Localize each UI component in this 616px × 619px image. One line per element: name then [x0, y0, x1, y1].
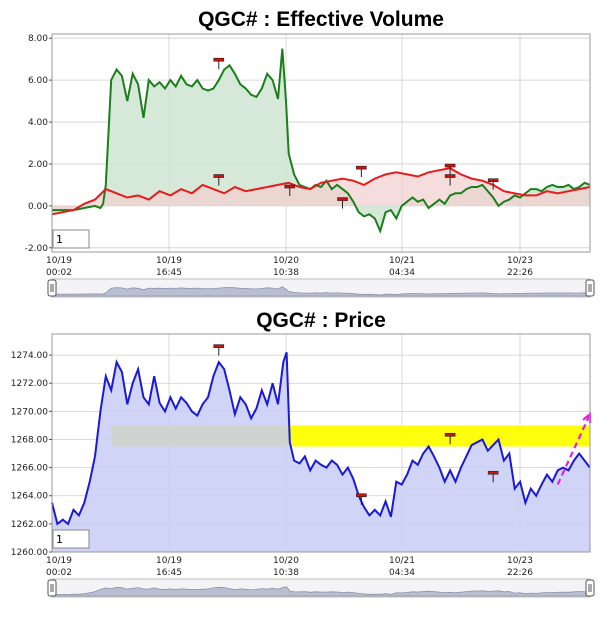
- volume-x-axis: 10/19 00:02 10/19 16:45 10/20 10:38 10/21 04:34…: [46, 256, 533, 278]
- y-tick-label: 1268.00: [11, 435, 48, 445]
- y-tick-label: 6.00: [28, 76, 48, 86]
- signal-marker: [356, 165, 367, 178]
- x-tick-date: 10/20: [273, 256, 299, 266]
- x-tick-time: 04:34: [389, 568, 415, 578]
- signal-marker: [444, 163, 456, 176]
- x-tick-date: 10/23: [507, 556, 533, 566]
- y-tick-label: 1262.00: [11, 520, 48, 530]
- x-tick-date: 10/21: [389, 256, 415, 266]
- y-tick-label: 1274.00: [11, 351, 48, 361]
- x-tick-time: 04:34: [389, 268, 415, 278]
- x-tick-time: 10:38: [273, 568, 299, 578]
- y-tick-label: 2.00: [28, 160, 48, 170]
- x-tick-date: 10/23: [507, 256, 533, 266]
- navigator-sparkline: [51, 286, 591, 297]
- price-input-value[interactable]: 1: [56, 533, 63, 546]
- navigator-sparkline: [51, 586, 591, 597]
- x-tick-time: 22:26: [507, 268, 533, 278]
- x-tick-time: 00:02: [46, 268, 72, 278]
- volume-navigator[interactable]: [47, 278, 595, 298]
- price-panel: QGC# : Price 1274.00 1272.00 1270.00 1268.0…: [11, 309, 595, 598]
- price-plot-area: [51, 344, 592, 552]
- y-tick-label: -2.00: [25, 244, 49, 254]
- x-tick-time: 22:26: [507, 568, 533, 578]
- price-chart-title: QGC# : Price: [256, 309, 386, 332]
- x-tick-date: 10/20: [273, 556, 299, 566]
- y-tick-label: 0.00: [28, 202, 48, 212]
- navigator-right-handle[interactable]: [585, 579, 595, 597]
- x-tick-time: 16:45: [156, 268, 182, 278]
- x-tick-date: 10/21: [389, 556, 415, 566]
- series-red-area: [52, 168, 590, 215]
- price-zone: [288, 425, 590, 447]
- price-y-axis: 1274.00 1272.00 1270.00 1268.00 1266.00 1264.…: [11, 351, 52, 558]
- x-tick-date: 10/19: [156, 256, 182, 266]
- y-tick-label: 1272.00: [11, 379, 48, 389]
- x-tick-time: 00:02: [46, 568, 72, 578]
- volume-y-axis: 8.00 6.00 4.00 2.00 0.00 -2.00: [25, 34, 52, 254]
- x-tick-date: 10/19: [46, 256, 72, 266]
- navigator-right-handle[interactable]: [585, 279, 595, 297]
- price-x-axis: 10/19 00:02 10/19 16:45 10/20 10:38 10/21 04:34…: [46, 556, 533, 578]
- y-tick-label: 4.00: [28, 118, 48, 128]
- volume-chart-title: QGC# : Effective Volume: [198, 8, 444, 31]
- x-tick-time: 16:45: [156, 568, 182, 578]
- trend-arrow: [556, 413, 591, 485]
- series-green-line: [52, 48, 591, 234]
- x-tick-date: 10/19: [156, 556, 182, 566]
- signal-marker: [444, 174, 456, 186]
- signal-marker: [337, 197, 348, 209]
- y-tick-label: 1264.00: [11, 492, 48, 502]
- series-red-line: [51, 167, 591, 216]
- y-tick-label: 1266.00: [11, 464, 48, 474]
- price-navigator[interactable]: [47, 578, 595, 598]
- price-input-box[interactable]: [52, 529, 90, 549]
- volume-input-box[interactable]: [52, 229, 90, 249]
- y-tick-label: 8.00: [28, 34, 48, 44]
- price-area: [52, 352, 590, 552]
- x-tick-time: 10:38: [273, 268, 299, 278]
- volume-plot-area: [51, 48, 591, 234]
- y-tick-label: 1270.00: [11, 407, 48, 417]
- series-green-area: [52, 48, 590, 232]
- price-line: [51, 351, 591, 526]
- price-plot-frame: [51, 333, 591, 553]
- volume-input-value[interactable]: 1: [56, 233, 63, 246]
- signal-marker: [213, 344, 225, 356]
- signal-marker: [356, 493, 367, 505]
- signal-marker: [284, 184, 296, 197]
- y-tick-label: 1260.00: [11, 548, 48, 558]
- signal-marker: [487, 178, 499, 190]
- signal-marker: [487, 470, 499, 483]
- signal-marker: [213, 174, 225, 186]
- navigator-left-handle[interactable]: [47, 279, 57, 297]
- volume-panel: QGC# : Effective Volume 8.00 6.00 4.00 2.00…: [25, 8, 595, 298]
- signal-marker: [444, 432, 456, 445]
- x-tick-date: 10/19: [46, 556, 72, 566]
- signal-marker: [213, 57, 225, 70]
- navigator-left-handle[interactable]: [47, 579, 57, 597]
- volume-plot-frame: [51, 33, 591, 253]
